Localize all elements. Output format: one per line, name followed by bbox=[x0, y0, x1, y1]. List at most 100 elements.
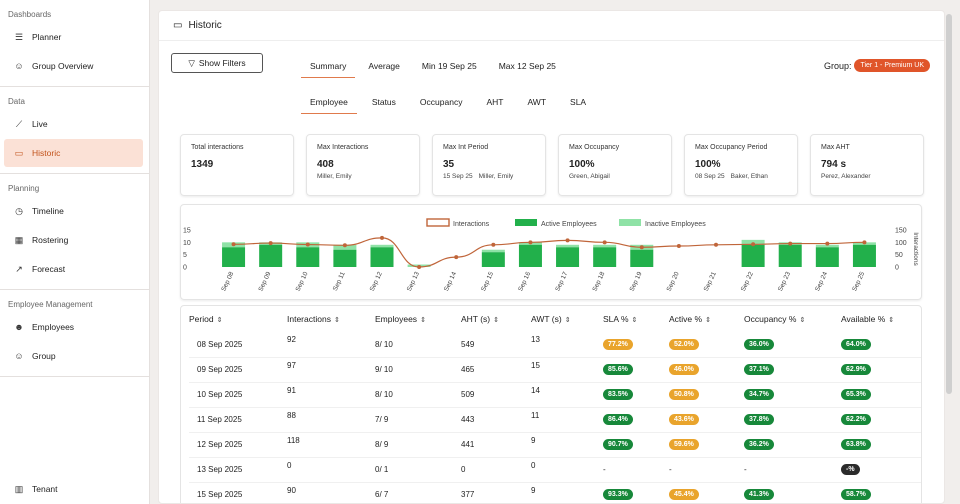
table-cell: 13 Sep 2025 bbox=[189, 457, 287, 483]
tab-sla[interactable]: SLA bbox=[570, 97, 587, 107]
employees-value: 8/ 10 bbox=[375, 390, 393, 399]
sidebar-item-employees[interactable]: ☻ Employees bbox=[4, 313, 143, 341]
y-tick-left: 0 bbox=[183, 265, 187, 272]
table-cell: 64.0% bbox=[841, 332, 921, 358]
active-value: - bbox=[669, 465, 672, 474]
column-header[interactable]: SLA % ⇕ bbox=[603, 306, 669, 332]
bar-inactive bbox=[593, 244, 617, 248]
active-badge: 52.0% bbox=[669, 338, 699, 350]
x-tick-label: Sep 24 bbox=[814, 271, 829, 293]
group-icon: ☺ bbox=[14, 61, 24, 71]
table-cell: 0/ 1 bbox=[375, 457, 461, 483]
sidebar-item-forecast[interactable]: ↗ Forecast bbox=[4, 255, 143, 283]
bar-active bbox=[593, 247, 617, 267]
folder-icon: ▭ bbox=[173, 20, 183, 31]
tab-occupancy[interactable]: Occupancy bbox=[419, 97, 463, 107]
table-row[interactable]: 08 Sep 2025 92 8/ 10 549 13 77.2% 52.0% 36.0% 64… bbox=[189, 332, 921, 358]
employees-value: 8/ 9 bbox=[375, 440, 389, 449]
table-cell: 8/ 10 bbox=[375, 382, 461, 408]
column-header[interactable]: Period ⇕ bbox=[189, 306, 287, 332]
interactions-line bbox=[233, 237, 865, 268]
tab-min-19-sep-25[interactable]: Min 19 Sep 25 bbox=[421, 61, 477, 71]
table-row[interactable]: 13 Sep 2025 0 0/ 1 0 0 - - - -% bbox=[189, 457, 921, 483]
occ-badge: 36.2% bbox=[744, 439, 774, 450]
column-header[interactable]: Interactions ⇕ bbox=[287, 306, 375, 332]
interactions-point bbox=[825, 241, 830, 246]
group-icon: ☺ bbox=[14, 351, 24, 361]
sidebar-item-timeline[interactable]: ◷ Timeline bbox=[4, 197, 143, 225]
column-header[interactable]: Occupancy % ⇕ bbox=[744, 306, 841, 332]
bar-active bbox=[259, 244, 283, 267]
tab-summary[interactable]: Summary bbox=[301, 57, 356, 78]
column-header[interactable]: AHT (s) ⇕ bbox=[461, 306, 531, 332]
tab-average[interactable]: Average bbox=[368, 61, 400, 71]
sidebar-item-planner[interactable]: ☰ Planner bbox=[4, 23, 143, 51]
y-tick-right: 0 bbox=[895, 265, 899, 272]
show-filters-button[interactable]: ▽ Show Filters bbox=[171, 53, 263, 73]
column-header-label: Employees bbox=[375, 314, 418, 324]
period-value: 12 Sep 2025 bbox=[197, 440, 243, 449]
metric-card-sub-text: Green, Abigail bbox=[569, 173, 610, 180]
interactions-value: 91 bbox=[287, 385, 296, 395]
sort-icon: ⇕ bbox=[564, 317, 571, 324]
awt-value: 14 bbox=[531, 385, 540, 395]
metric-card-label: Total interactions bbox=[191, 144, 244, 151]
interactions-point bbox=[342, 243, 347, 248]
table-row[interactable]: 10 Sep 2025 91 8/ 10 509 14 83.5% 50.8% 34.7% 65… bbox=[189, 382, 921, 408]
occ-badge: 37.1% bbox=[744, 364, 774, 375]
table-cell: 93.3% bbox=[603, 482, 669, 503]
tab-aht[interactable]: AHT bbox=[486, 97, 504, 107]
y-tick-left: 15 bbox=[183, 228, 191, 235]
interactions-point bbox=[714, 242, 718, 247]
table-row[interactable]: 09 Sep 2025 97 9/ 10 465 15 85.6% 46.0% 37.1% 62… bbox=[189, 357, 921, 383]
sort-icon: ⇕ bbox=[631, 317, 638, 324]
forecast-icon: ↗ bbox=[15, 263, 23, 274]
x-tick-label: Sep 10 bbox=[295, 271, 310, 293]
avail-badge: 62.9% bbox=[841, 364, 871, 375]
column-header[interactable]: AWT (s) ⇕ bbox=[531, 306, 603, 332]
sidebar-item-tenant[interactable]: ▥ Tenant bbox=[4, 475, 144, 503]
person-icon: ☻ bbox=[14, 322, 24, 332]
table-row[interactable]: 15 Sep 2025 90 6/ 7 377 9 93.3% 45.4% 41.3% 58.7… bbox=[189, 482, 921, 503]
table-row[interactable]: 12 Sep 2025 118 8/ 9 441 9 90.7% 59.6% 36.2% 63.… bbox=[189, 432, 921, 458]
table-cell: 15 bbox=[531, 357, 603, 383]
sidebar-item-group-overview[interactable]: ☺ Group Overview bbox=[4, 52, 143, 80]
bar-active bbox=[741, 244, 765, 267]
table-cell: 58.7% bbox=[841, 482, 921, 503]
column-header[interactable]: Active % ⇕ bbox=[669, 306, 744, 332]
chart-legend: Interactions Active Employees Inactive Emp… bbox=[426, 218, 706, 228]
table-cell: 34.7% bbox=[744, 382, 841, 408]
filter-icon: ▽ bbox=[188, 57, 195, 68]
table-cell: 88 bbox=[287, 407, 375, 433]
sidebar-item-historic[interactable]: ▭ Historic bbox=[4, 139, 143, 167]
sidebar-item-group[interactable]: ☺ Group bbox=[4, 342, 143, 370]
metric-card-sub: 15 Sep 25 Miller, Emily bbox=[443, 173, 535, 180]
table-row[interactable]: 11 Sep 2025 88 7/ 9 443 11 86.4% 43.6% 37.8% 62.… bbox=[189, 407, 921, 433]
tab-employee[interactable]: Employee bbox=[301, 93, 357, 114]
scrollbar[interactable] bbox=[946, 14, 952, 394]
page-title: Historic bbox=[188, 20, 222, 31]
group-badge[interactable]: Tier 1 - Premium UK bbox=[854, 59, 930, 72]
table-cell: 91 bbox=[287, 382, 375, 408]
occ-badge: 36.0% bbox=[744, 338, 774, 350]
tab-awt[interactable]: AWT bbox=[527, 97, 547, 107]
tab-max-12-sep-25[interactable]: Max 12 Sep 25 bbox=[498, 61, 556, 71]
table-cell: 9/ 10 bbox=[375, 357, 461, 383]
avail-badge: 58.7% bbox=[841, 489, 871, 500]
y-tick-left: 10 bbox=[183, 240, 191, 247]
table-cell: 62.9% bbox=[841, 357, 921, 383]
column-header[interactable]: Available % ⇕ bbox=[841, 306, 921, 332]
tab-status[interactable]: Status bbox=[371, 97, 396, 107]
clock-icon: ◷ bbox=[15, 205, 23, 216]
table-cell: -% bbox=[841, 457, 921, 483]
table-cell: 36.2% bbox=[744, 432, 841, 458]
x-tick-label: Sep 21 bbox=[703, 271, 718, 293]
bar-inactive bbox=[481, 249, 505, 253]
period-value: 08 Sep 2025 bbox=[197, 339, 243, 349]
sidebar-divider bbox=[0, 376, 149, 377]
column-header[interactable]: Employees ⇕ bbox=[375, 306, 461, 332]
sidebar-item-rostering[interactable]: ▦ Rostering bbox=[4, 226, 143, 254]
sidebar-item-label: Historic bbox=[32, 148, 61, 158]
sidebar-item-live[interactable]: ⟋ Live bbox=[4, 110, 143, 138]
metric-card-sub-text: Baker, Ethan bbox=[730, 173, 768, 180]
